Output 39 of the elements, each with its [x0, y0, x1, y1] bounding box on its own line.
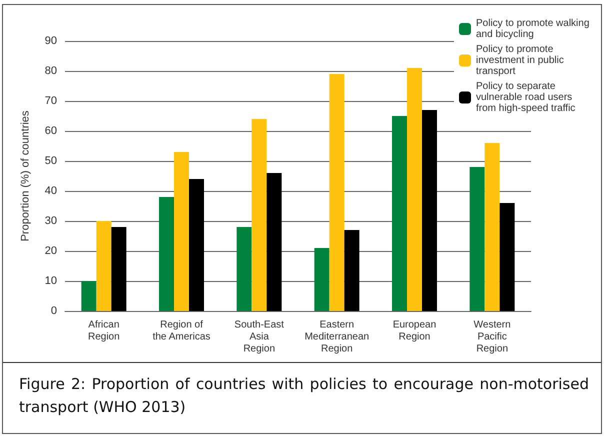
x-tick-label: European Region: [392, 320, 436, 342]
legend-label: Policy to separate vulnerable road users from high-speed traffic: [476, 81, 576, 114]
bar: [407, 68, 422, 311]
legend-label: Policy to promote walking and bicycling: [476, 18, 592, 40]
bar: [266, 173, 282, 311]
bar: [344, 230, 360, 311]
bar: [159, 197, 174, 311]
bar: [470, 167, 485, 311]
bar: [500, 203, 515, 311]
bar: [96, 221, 112, 311]
bar: [174, 152, 189, 311]
y-axis-title: Proportion (%) of countries: [20, 110, 32, 242]
x-tick-label: African Region: [88, 320, 120, 342]
bar: [81, 281, 96, 311]
y-tick-label: 40: [44, 185, 57, 197]
bar: [329, 74, 344, 311]
y-tick-label: 50: [44, 155, 57, 167]
caption: Figure 2: Proportion of countries with policies to encourage non-motorised transport (WHO 2013): [3, 362, 601, 419]
y-tick-label: 80: [44, 65, 57, 77]
x-tick-label: Western Pacific Region: [474, 320, 511, 354]
y-tick-label: 30: [44, 215, 57, 227]
bar: [111, 227, 126, 311]
y-tick-label: 60: [44, 125, 57, 137]
y-tick-label: 0: [50, 305, 57, 317]
bar: [314, 248, 330, 311]
y-tick-label: 10: [44, 275, 57, 287]
bar: [236, 227, 252, 311]
bar: [484, 143, 500, 311]
bar: [422, 110, 437, 311]
y-tick-label: 90: [44, 35, 57, 47]
bar: [392, 116, 407, 311]
bar: [252, 119, 267, 311]
bar: [189, 179, 204, 311]
x-tick-label: South-East Asia Region: [234, 320, 284, 354]
x-tick-label: Eastern Mediterranean Region: [304, 320, 370, 354]
x-tick-label: Region of the Americas: [152, 320, 210, 342]
y-tick-label: 70: [44, 95, 57, 107]
legend-label: Policy to promote investment in public transport: [476, 44, 567, 77]
y-tick-label: 20: [44, 245, 57, 257]
